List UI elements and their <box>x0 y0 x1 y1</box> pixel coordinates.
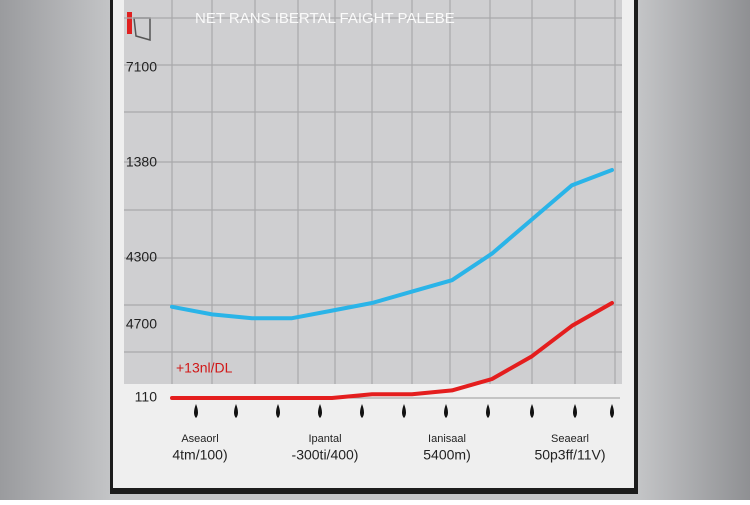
x-label-name: Seaearl <box>551 433 589 445</box>
tick-marker <box>610 404 614 418</box>
tick-marker <box>444 404 448 418</box>
plot-area <box>124 0 622 384</box>
icon <box>127 12 132 34</box>
y-label: 110 <box>135 389 158 405</box>
tick-marker <box>402 404 406 418</box>
tick-marker <box>360 404 364 418</box>
x-label-value: -300ti/400) <box>292 447 359 463</box>
tick-marker <box>234 404 238 418</box>
y-label: 4700 <box>126 316 157 332</box>
y-label: 1380 <box>126 154 157 170</box>
x-label-name: Aseaorl <box>181 433 218 445</box>
tick-marker <box>276 404 280 418</box>
tick-marker <box>486 404 490 418</box>
tick-marker <box>530 404 534 418</box>
chart-title: NET RANS IBERTAL FAIGHT PALEBE <box>195 10 455 27</box>
y-label: 7100 <box>126 59 157 75</box>
annotation: +13nl/DL <box>176 360 233 376</box>
x-label-value: 50p3ff/11V) <box>534 447 605 463</box>
tick-marker <box>318 404 322 418</box>
x-label-name: Ipantal <box>308 433 341 445</box>
x-label-value: 5400m) <box>423 447 470 463</box>
x-label-value: 4tm/100) <box>172 447 227 463</box>
series-line <box>170 301 614 400</box>
tick-marker <box>194 404 198 418</box>
series-line <box>170 168 614 321</box>
tick-marker <box>573 404 577 418</box>
x-label-name: Ianisaal <box>428 433 466 445</box>
y-label: 4300 <box>126 249 157 265</box>
